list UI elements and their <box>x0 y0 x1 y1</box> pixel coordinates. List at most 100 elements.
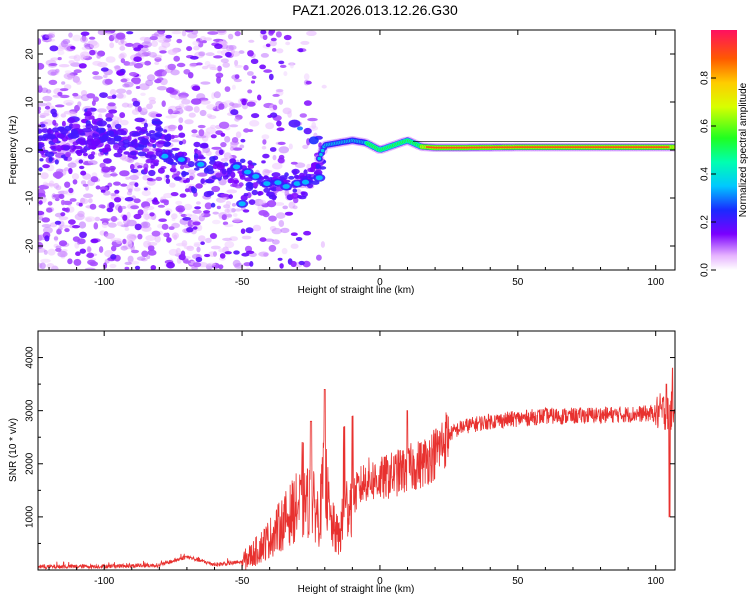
spectrogram-cell <box>222 237 233 241</box>
spectrogram-cell <box>62 38 71 45</box>
spectrogram-cell <box>107 222 117 228</box>
spectrogram-cell <box>103 173 112 178</box>
spectrogram-cell <box>267 114 273 118</box>
spectrogram-cell <box>63 167 70 172</box>
spectrogram-cell <box>112 143 121 151</box>
spectrogram-cell <box>249 120 260 127</box>
spectrogram-cell <box>298 48 304 53</box>
spectrogram-cell <box>196 156 206 160</box>
spectrogram-cell <box>247 164 255 169</box>
spectrogram-cell <box>596 146 599 149</box>
spectrogram-cell <box>212 219 221 225</box>
colorbar: 0.0 0.2 0.4 0.6 0.8 Normalized spectral ampl… <box>700 30 749 277</box>
spectrogram-cell <box>38 110 41 114</box>
spectrogram-cell <box>278 146 290 154</box>
spectrogram-cell <box>78 221 87 229</box>
spectrogram-cell <box>306 30 317 36</box>
spectrogram-cell <box>508 146 511 149</box>
spectrogram-cell <box>247 89 253 94</box>
spectrogram-cell <box>209 67 219 71</box>
spectrogram-cell <box>110 192 117 197</box>
spectrogram-cell <box>238 182 244 187</box>
spectrogram-cell <box>577 146 581 149</box>
spectrogram-cell <box>149 36 158 41</box>
spectrogram-cell <box>126 241 133 249</box>
spectrogram-cell <box>91 100 96 106</box>
spectrogram-cell <box>80 31 90 36</box>
spectrogram-cell <box>546 146 549 149</box>
spectrogram-cell <box>38 210 45 216</box>
spectrogram-cell <box>483 146 486 149</box>
spectrogram-cell <box>131 61 136 65</box>
spectrogram-cell <box>59 88 69 92</box>
chart-title: PAZ1.2026.013.12.26.G30 <box>292 2 458 18</box>
snr-x-label: Height of straight line (km) <box>298 584 415 595</box>
spectrogram-cell <box>290 260 297 268</box>
spectrogram-cell <box>272 93 280 97</box>
spectrogram-cell <box>151 120 163 125</box>
spectrogram-cell <box>216 76 222 84</box>
spectrogram-cell <box>83 131 92 137</box>
spectrogram-cell <box>261 134 270 140</box>
spectrogram-cell <box>232 213 238 217</box>
spectrogram-cell <box>57 148 62 152</box>
spectrogram-cell <box>78 202 83 207</box>
spectrogram-cell <box>297 126 303 131</box>
spectrogram-cell <box>204 253 211 258</box>
spectrogram-cell <box>58 216 69 221</box>
spectrogram-cell <box>145 159 151 164</box>
spectrogram-cell <box>155 35 166 42</box>
spectrogram-cell <box>124 261 132 265</box>
spectrogram-cell <box>221 168 227 175</box>
spectrogram-cell <box>274 180 282 186</box>
spectrogram-cell <box>105 112 114 119</box>
spectrogram-cell <box>68 219 76 225</box>
spectrogram-cell <box>428 146 432 149</box>
spectrogram-cell <box>167 108 174 115</box>
spectrogram-cell <box>526 146 529 149</box>
spectrogram-cell <box>490 146 493 149</box>
spectrogram-cell <box>68 32 73 38</box>
spectrogram-cell <box>195 256 203 263</box>
spectrogram-cell <box>123 81 134 88</box>
spectrogram-cell <box>108 109 118 114</box>
spectrogram-cell <box>193 141 201 148</box>
spectrogram-cell <box>135 86 141 89</box>
spectrogram-cell <box>38 38 42 45</box>
spectrogram-cell <box>480 146 483 149</box>
spectrogram-cell <box>147 249 157 256</box>
spectrogram-cell <box>204 178 214 184</box>
spectrogram-cell <box>154 79 162 84</box>
spectrogram-cell <box>159 50 167 54</box>
spectrogram-cell <box>229 158 237 164</box>
spectrogram-cell <box>67 162 77 168</box>
spectrogram-cell <box>278 98 284 105</box>
spectrogram-cell <box>604 146 607 149</box>
spectrogram-cell <box>218 264 224 270</box>
spectrogram-cell <box>38 234 43 242</box>
spectrogram-cell <box>297 194 303 199</box>
spectrogram-cell <box>122 238 127 245</box>
spectrogram-cell <box>241 235 252 240</box>
spectrogram-cell <box>150 265 157 270</box>
spectrogram-cell <box>196 201 201 205</box>
spectrogram-cell <box>73 69 82 74</box>
spectrogram-cell <box>124 227 130 232</box>
x-tick-label: 0 <box>377 576 383 587</box>
spectrogram-cell <box>213 91 221 99</box>
spectrogram-cell <box>143 206 149 212</box>
spectrogram-cell <box>279 64 287 68</box>
spectrogram-cell <box>84 267 96 270</box>
spectrogram-x-label: Height of straight line (km) <box>298 285 415 296</box>
spectrogram-cell <box>278 175 288 181</box>
spectrogram-cell <box>510 146 513 149</box>
spectrogram-cell <box>119 170 130 177</box>
spectrogram-cell <box>130 205 140 210</box>
spectrogram-cell <box>164 134 172 141</box>
spectrogram-cell <box>243 193 249 197</box>
spectrogram-cell <box>192 85 201 91</box>
spectrogram-cell <box>458 146 462 149</box>
spectrogram-cell <box>465 146 468 149</box>
y-tick-label: 4000 <box>25 346 36 369</box>
